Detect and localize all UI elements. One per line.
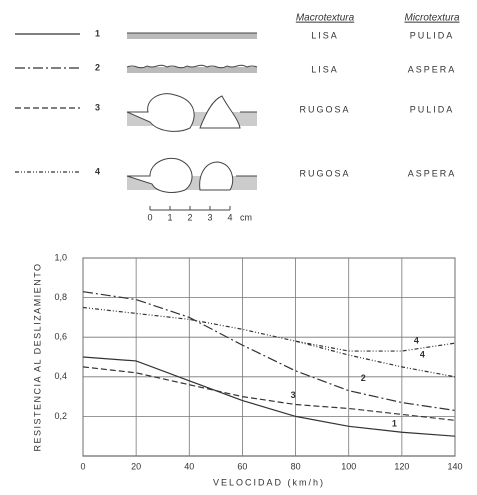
macrotexture: RUGOSA [299,168,350,178]
x-tick-label: 60 [237,461,247,471]
microtexture: PULIDA [410,104,455,114]
y-tick-label: 0,4 [54,371,67,381]
x-tick-label: 80 [291,461,301,471]
legend-number: 3 [95,102,100,112]
scale-label: 3 [207,212,212,222]
series-line [82,366,456,421]
scale-label: 0 [147,212,152,222]
y-tick-label: 0,2 [54,411,67,421]
series-label: 4 [414,335,419,345]
scale-label: 4 [227,212,232,222]
microtexture: ASPERA [408,64,457,74]
x-axis-title: VELOCIDAD (km/h) [213,477,325,487]
series-line [295,340,456,352]
legend-number: 2 [95,62,100,72]
series-label: 3 [291,390,296,400]
x-tick-label: 120 [394,461,409,471]
series-line [82,291,456,412]
header: Macrotextura [296,13,355,24]
series-label: 4 [420,349,425,359]
legend: Macrotextura Microtextura 1 LISA PULIDA 2 LISA… [15,13,460,222]
legend-number: 1 [95,28,100,38]
x-tick-label: 40 [184,461,194,471]
legend-number: 4 [95,166,100,176]
texture-drawings [126,32,258,211]
series-label: 2 [361,373,366,383]
y-axis-title: RESISTENCIA AL DESLIZAMIENTO [32,262,42,451]
x-tick-label: 0 [80,461,85,471]
microtexture: ASPERA [408,168,457,178]
microtexture: PULIDA [410,30,455,40]
x-tick-label: 100 [341,461,356,471]
series-label: 1 [392,419,397,429]
plot: 0 20 40 60 80 100 120 140 0,2 0,4 0,6 0,8 1,0 VELOCID… [32,252,462,487]
y-tick-label: 1,0 [54,252,67,262]
scale-label: 2 [187,212,192,222]
header: Microtextura [404,13,459,24]
plot-frame [82,257,456,457]
series-line [82,356,456,437]
scale-label: 1 [167,212,172,222]
x-tick-label: 20 [131,461,141,471]
y-tick-label: 0,6 [54,332,67,342]
macrotexture: LISA [311,30,339,40]
scale-unit: cm [240,212,252,222]
series-line [82,306,456,378]
x-tick-label: 140 [447,461,462,471]
macrotexture: LISA [311,64,339,74]
y-tick-label: 0,8 [54,292,67,302]
macrotexture: RUGOSA [299,104,350,114]
